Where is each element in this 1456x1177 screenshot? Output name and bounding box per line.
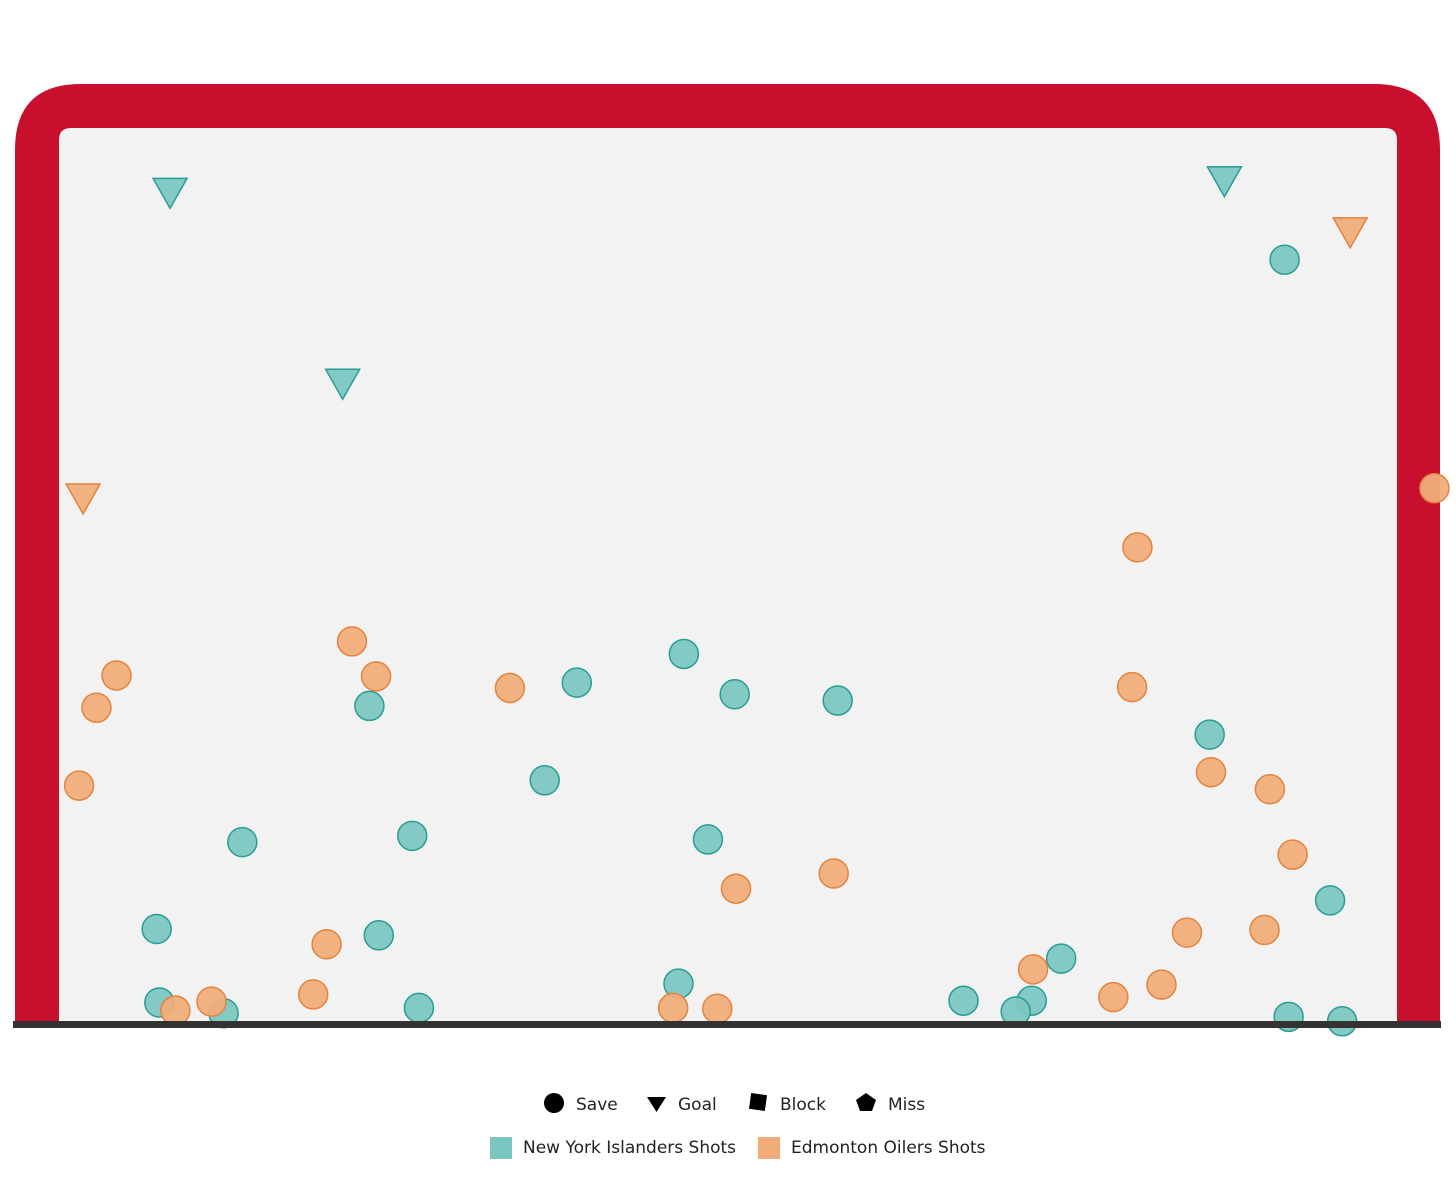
legend-item-islanders[interactable]: New York Islanders Shots <box>490 1137 736 1159</box>
legend-item-block: Block <box>748 1092 826 1115</box>
islanders-save-marker <box>141 913 172 945</box>
oilers-save-marker <box>63 770 95 801</box>
shot-markers <box>63 166 1450 1037</box>
oilers-save-marker <box>297 979 329 1010</box>
oilers-save-marker <box>1171 917 1203 948</box>
miss-shape-icon <box>856 1093 876 1111</box>
islanders-swatch <box>490 1137 512 1159</box>
oilers-save-marker <box>196 986 227 1017</box>
legend-item-miss: Miss <box>856 1093 925 1115</box>
oilers-save-marker <box>1419 472 1450 504</box>
islanders-save-marker <box>529 765 560 796</box>
oilers-save-marker <box>1249 914 1280 946</box>
oilers-save-marker <box>1098 981 1129 1013</box>
legend-label-islanders: New York Islanders Shots <box>523 1138 736 1158</box>
oilers-save-marker <box>818 858 849 889</box>
oilers-goal-marker <box>64 483 102 516</box>
oilers-save-marker <box>160 995 191 1026</box>
legend-label-block: Block <box>780 1095 826 1115</box>
oilers-save-marker <box>702 993 733 1025</box>
oilers-save-marker <box>311 929 342 960</box>
islanders-save-marker <box>1194 719 1225 750</box>
legend-item-oilers[interactable]: Edmonton Oilers Shots <box>758 1137 986 1159</box>
islanders-save-marker <box>1314 885 1346 916</box>
islanders-save-marker <box>1269 244 1300 275</box>
net-area <box>59 128 1397 1024</box>
shape-legend: Save Goal Block Miss <box>544 1092 925 1115</box>
islanders-save-marker <box>403 992 435 1024</box>
oilers-save-marker <box>1017 954 1049 985</box>
oilers-save-marker <box>1146 969 1177 1000</box>
islanders-goal-marker <box>151 177 189 210</box>
oilers-save-marker <box>657 992 689 1024</box>
islanders-save-marker <box>668 638 700 670</box>
goal-line <box>13 1021 1441 1028</box>
islanders-save-marker <box>692 824 724 855</box>
islanders-goal-marker <box>1206 166 1243 199</box>
islanders-save-marker <box>822 685 853 716</box>
islanders-save-marker <box>396 820 428 852</box>
oilers-save-marker <box>1116 671 1148 703</box>
legend-item-goal: Goal <box>647 1095 717 1115</box>
legend-label-save: Save <box>576 1095 618 1115</box>
save-shape-icon <box>544 1093 564 1113</box>
oilers-save-marker <box>336 626 368 657</box>
oilers-save-marker <box>720 873 752 904</box>
oilers-save-marker <box>1254 773 1286 805</box>
goal-shape-icon <box>647 1097 666 1112</box>
block-shape-icon <box>748 1092 768 1112</box>
oilers-save-marker <box>360 661 392 692</box>
legend-label-miss: Miss <box>888 1095 925 1115</box>
oilers-goal-marker <box>1331 217 1369 250</box>
oilers-swatch <box>758 1137 780 1159</box>
islanders-goal-marker <box>324 368 361 401</box>
legend-label-goal: Goal <box>678 1095 717 1115</box>
oilers-save-marker <box>494 672 526 704</box>
oilers-save-marker <box>1195 756 1227 788</box>
oilers-save-marker <box>81 692 112 723</box>
oilers-save-marker <box>1277 839 1308 870</box>
islanders-save-marker <box>354 690 385 722</box>
islanders-save-marker <box>719 679 750 710</box>
legend-label-oilers: Edmonton Oilers Shots <box>791 1138 986 1158</box>
islanders-save-marker <box>363 920 395 951</box>
legend-item-save: Save <box>544 1093 618 1115</box>
oilers-save-marker <box>1122 532 1153 563</box>
islanders-save-marker <box>1045 943 1077 974</box>
team-legend: New York Islanders Shots Edmonton Oilers… <box>490 1137 986 1159</box>
oilers-save-marker <box>101 660 132 691</box>
islanders-save-marker <box>227 826 258 858</box>
islanders-save-marker <box>561 667 593 698</box>
islanders-save-marker <box>948 985 979 1016</box>
